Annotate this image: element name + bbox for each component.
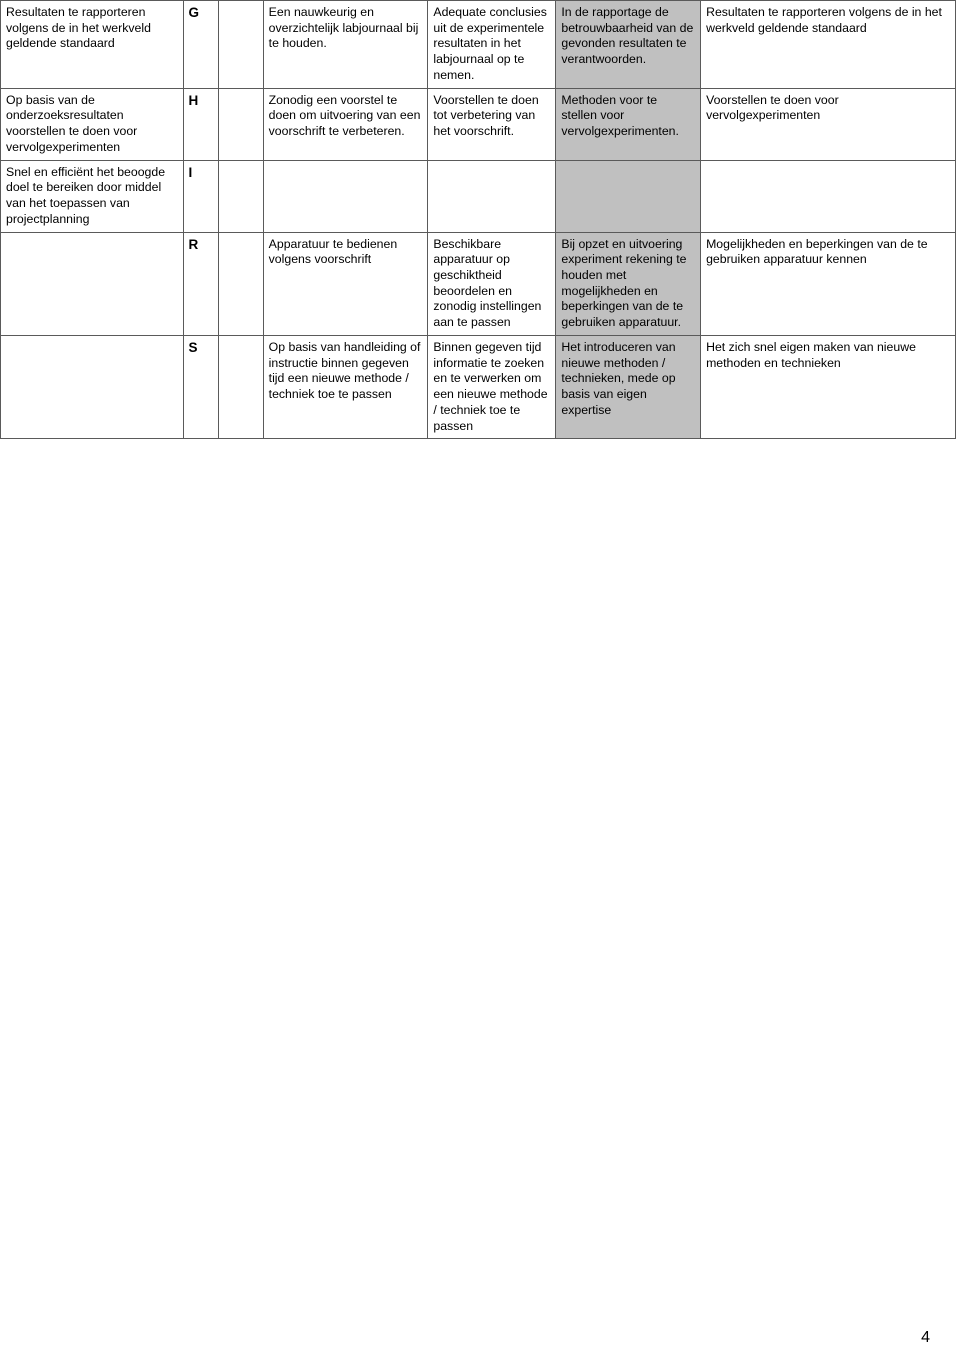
table-cell: Het zich snel eigen maken van nieuwe met… [701,335,956,438]
table-cell [219,232,264,335]
table-cell [428,160,556,232]
table-cell [219,160,264,232]
competency-table: Resultaten te rapporteren volgens de in … [0,0,956,439]
table-cell: Binnen gegeven tijd informatie te zoeken… [428,335,556,438]
table-cell: Adequate conclusies uit de experimentele… [428,1,556,89]
table-cell: I [183,160,219,232]
table-cell: Apparatuur te bedienen volgens voorschri… [263,232,428,335]
table-cell: S [183,335,219,438]
table-row: Resultaten te rapporteren volgens de in … [1,1,956,89]
table-cell: Methoden voor te stellen voor vervolgexp… [556,88,701,160]
table-cell: Zonodig een voorstel te doen om uitvoeri… [263,88,428,160]
table-cell [1,335,184,438]
table-row: S Op basis van handleiding of instructie … [1,335,956,438]
table-cell: Resultaten te rapporteren volgens de in … [701,1,956,89]
page-number: 4 [921,1329,930,1347]
table-cell: R [183,232,219,335]
table-body: Resultaten te rapporteren volgens de in … [1,1,956,439]
table-cell [219,88,264,160]
table-cell: Een nauwkeurig en overzichtelijk labjour… [263,1,428,89]
table-cell [219,1,264,89]
table-cell: G [183,1,219,89]
table-cell [1,232,184,335]
table-cell: Voorstellen te doen tot verbetering van … [428,88,556,160]
table-cell: Bij opzet en uitvoering experiment reken… [556,232,701,335]
table-row: R Apparatuur te bedienen volgens voorschr… [1,232,956,335]
table-row: Snel en efficiënt het beoogde doel te be… [1,160,956,232]
document-page: Resultaten te rapporteren volgens de in … [0,0,960,1361]
table-cell: Snel en efficiënt het beoogde doel te be… [1,160,184,232]
table-cell: Resultaten te rapporteren volgens de in … [1,1,184,89]
table-cell: Op basis van de onderzoeksresultaten voo… [1,88,184,160]
table-cell [556,160,701,232]
table-cell: Het introduceren van nieuwe methoden / t… [556,335,701,438]
table-cell: Voorstellen te doen voor vervolgexperime… [701,88,956,160]
table-cell [219,335,264,438]
table-cell: Beschikbare apparatuur op geschiktheid b… [428,232,556,335]
table-cell: H [183,88,219,160]
table-row: Op basis van de onderzoeksresultaten voo… [1,88,956,160]
table-cell [263,160,428,232]
table-cell [701,160,956,232]
table-cell: Op basis van handleiding of instructie b… [263,335,428,438]
table-cell: In de rapportage de betrouwbaarheid van … [556,1,701,89]
table-cell: Mogelijkheden en beperkingen van de te g… [701,232,956,335]
